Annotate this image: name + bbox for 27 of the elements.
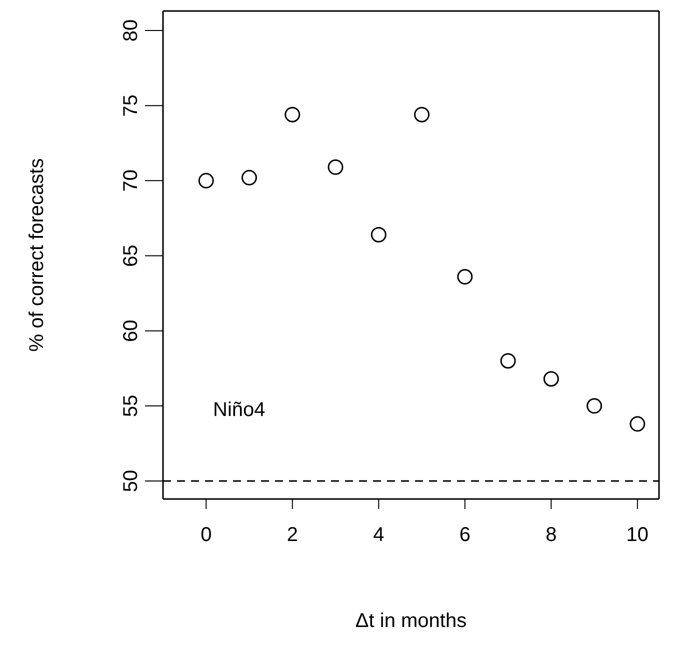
y-tick-label: 60 (120, 320, 142, 342)
y-tick-label: 80 (120, 19, 142, 42)
point (414, 106, 430, 122)
point (457, 269, 473, 285)
y-tick-label: 75 (120, 94, 142, 117)
y-tick-label: 65 (120, 244, 142, 267)
point (242, 170, 258, 186)
y-axis-title: % of correct forecasts (26, 158, 48, 352)
point (586, 398, 602, 414)
point (284, 106, 300, 122)
point (370, 226, 386, 242)
point (500, 353, 516, 369)
x-tick-label: 8 (546, 524, 557, 546)
x-tick-label: 0 (200, 524, 212, 546)
annotation: Niño4 (213, 399, 266, 422)
y-tick-label: 55 (120, 394, 142, 418)
x-tick-label: 4 (373, 524, 384, 546)
point (198, 172, 214, 188)
x-tick-label: 10 (626, 524, 649, 546)
y-tick-label: 50 (120, 470, 142, 492)
point (543, 371, 559, 387)
point (630, 416, 646, 432)
x-axis-title: Δt in months (355, 610, 467, 632)
y-tick-label: 70 (120, 170, 142, 192)
x-tick-label: 2 (286, 524, 298, 546)
point (328, 159, 344, 175)
x-tick-label: 6 (459, 524, 470, 546)
